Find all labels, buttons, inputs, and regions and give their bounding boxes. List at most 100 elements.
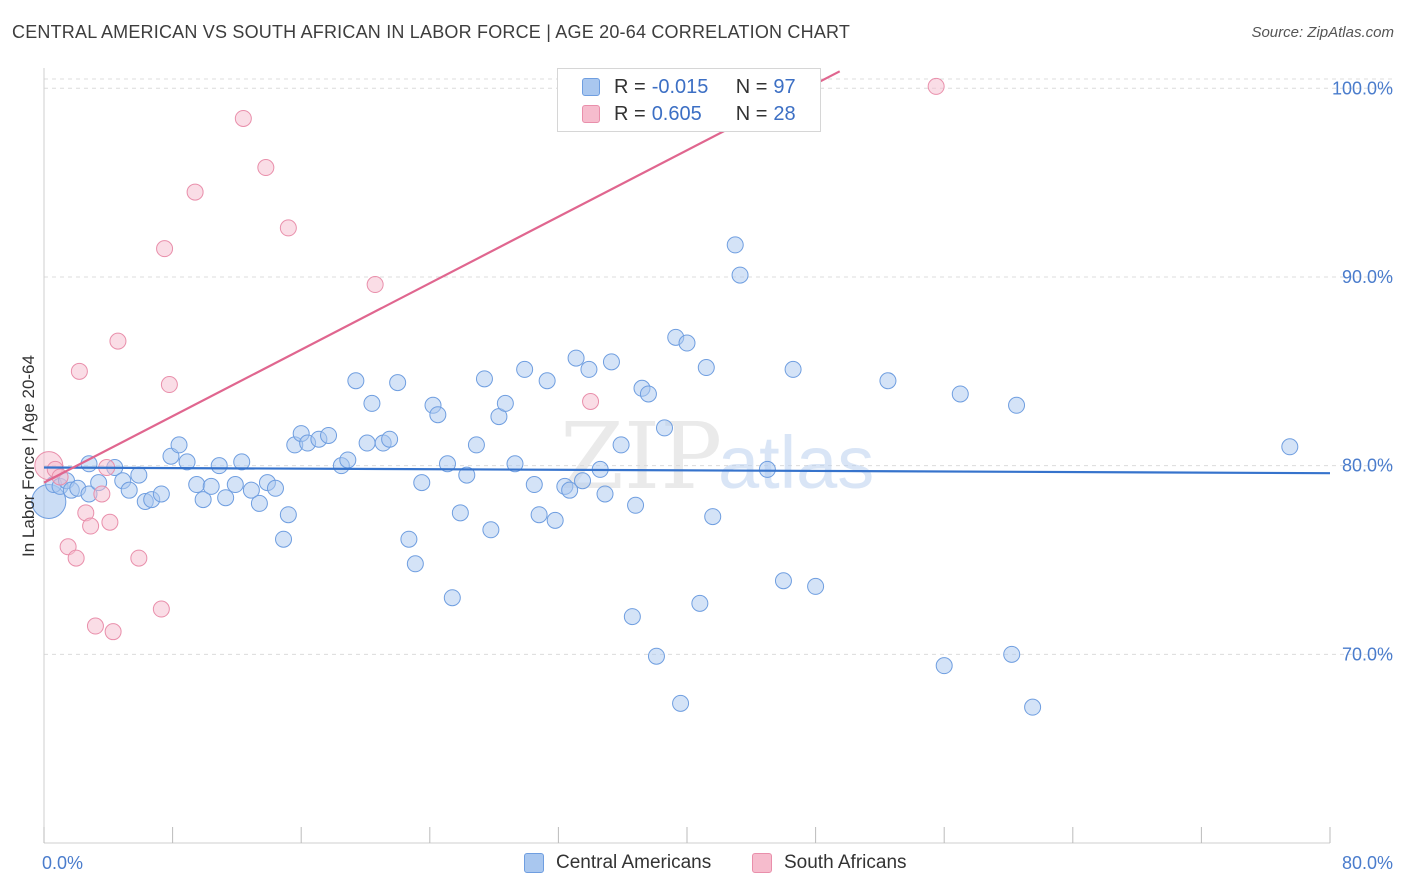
central-americans-point [647, 647, 665, 665]
central-americans-point [406, 555, 424, 573]
central-americans-trend-line [43, 466, 1331, 475]
central-americans-point [580, 360, 598, 378]
central-americans-point [320, 426, 338, 444]
y-tick-label: 100.0% [1332, 78, 1393, 98]
central-americans-point [233, 453, 251, 471]
central-americans-point [438, 455, 456, 473]
central-americans-point [170, 436, 188, 454]
central-americans-point [381, 430, 399, 448]
central-americans-point [279, 506, 297, 524]
central-americans-point [363, 394, 381, 412]
x-tick-label: 0.0% [42, 853, 83, 873]
central-americans-point [784, 360, 802, 378]
south-africans-point [257, 159, 275, 177]
central-americans-point [602, 353, 620, 371]
y-axis-label: In Labor Force | Age 20-64 [19, 355, 38, 557]
central-americans-point [506, 455, 524, 473]
central-americans-point [275, 530, 293, 548]
legend-item-south-africans: South Africans [752, 852, 907, 874]
south-africans-point [67, 549, 85, 567]
legend-n-label: N = [735, 75, 768, 98]
central-americans-point [250, 494, 268, 512]
legend-n-label: N = [735, 102, 768, 125]
legend-swatch-south [752, 853, 772, 873]
central-americans-point [458, 466, 476, 484]
central-americans-point [678, 334, 696, 352]
central-americans-point [210, 457, 228, 475]
chart-title: CENTRAL AMERICAN VS SOUTH AFRICAN IN LAB… [12, 22, 851, 42]
central-americans-point [623, 608, 641, 626]
stats-legend: R = -0.015 N = 97 R = 0.605 N = 28 [557, 68, 821, 132]
central-americans-point [596, 485, 614, 503]
central-americans-point [758, 460, 776, 478]
south-africans-point [70, 362, 88, 380]
legend-n-value: 28 [773, 102, 796, 125]
series-legend: Central Americans South Africans [0, 850, 1406, 880]
y-tick-label: 70.0% [1342, 644, 1393, 664]
central-americans-point [475, 370, 493, 388]
central-americans-point [879, 372, 897, 390]
central-americans-point [358, 434, 376, 452]
south-africans-point [109, 332, 127, 350]
legend-swatch-central [524, 853, 544, 873]
central-americans-point [266, 479, 284, 497]
central-americans-point [546, 511, 564, 529]
watermark-atlas: atlas [718, 421, 874, 504]
tick-labels: 70.0% 80.0% 90.0% 100.0% 0.0% 80.0% [42, 78, 1393, 873]
central-americans-point [561, 481, 579, 499]
south-africans-point [279, 219, 297, 237]
central-americans-point [178, 453, 196, 471]
central-americans-point [1003, 645, 1021, 663]
central-americans-point [339, 451, 357, 469]
south-africans-point [234, 109, 252, 127]
south-africans-point [104, 623, 122, 641]
south-africans-point [186, 183, 204, 201]
central-americans-point [242, 481, 260, 499]
central-americans-point [496, 394, 514, 412]
central-americans-point [443, 589, 461, 607]
legend-label-central: Central Americans [556, 852, 712, 873]
central-americans-point [530, 506, 548, 524]
watermark: ZIP atlas [560, 403, 874, 510]
grid-lines [44, 78, 1394, 655]
central-americans-point [130, 466, 148, 484]
central-americans-point [400, 530, 418, 548]
central-americans-point [482, 521, 500, 539]
central-americans-point [467, 436, 485, 454]
central-americans-point [389, 374, 407, 392]
central-americans-point [347, 372, 365, 390]
legend-r-value: -0.015 [651, 75, 709, 98]
central-americans-point [697, 359, 715, 377]
y-tick-label: 90.0% [1342, 267, 1393, 287]
central-americans-point [202, 477, 220, 495]
legend-r-value: 0.605 [651, 102, 702, 125]
central-americans-point [429, 406, 447, 424]
south-africans-point [130, 549, 148, 567]
central-americans-point [935, 657, 953, 675]
legend-label-south: South Africans [784, 852, 907, 873]
central-americans-point [1024, 698, 1042, 716]
south-africans-point [366, 276, 384, 294]
central-americans-point [516, 360, 534, 378]
central-americans-point [726, 236, 744, 254]
central-americans-point [639, 385, 657, 403]
central-americans-point [691, 594, 709, 612]
central-americans-point [120, 481, 138, 499]
central-americans-point [226, 476, 244, 494]
south-africans-point [160, 376, 178, 394]
central-americans-point [731, 266, 749, 284]
legend-n-value: 97 [773, 75, 796, 98]
south-africans-point [582, 393, 600, 411]
central-americans-point [538, 372, 556, 390]
legend-swatch-south [582, 105, 600, 123]
x-tick-label: 80.0% [1342, 853, 1393, 873]
central-americans-point [612, 436, 630, 454]
central-americans-point [951, 385, 969, 403]
central-americans-point [152, 485, 170, 503]
central-americans-point [194, 491, 212, 509]
central-americans-point [188, 476, 206, 494]
series-south-africans [34, 77, 945, 641]
central-americans-point [574, 472, 592, 490]
legend-row-south: R = 0.605 N = 28 [582, 100, 796, 128]
